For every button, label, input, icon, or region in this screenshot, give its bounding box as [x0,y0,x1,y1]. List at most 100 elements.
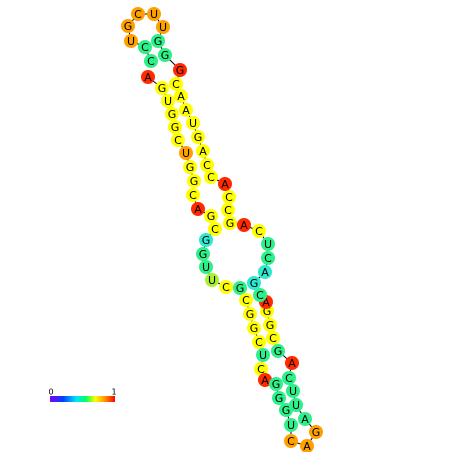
nucleotide [285,356,299,370]
nucleotide [237,218,251,232]
base-label: G [250,277,259,290]
nucleotide [161,94,175,108]
base-label: U [127,35,135,48]
base-label: G [272,378,281,391]
base-label: A [261,266,269,279]
nucleotide [219,280,233,294]
nucleotide [258,265,272,279]
nucleotide [179,103,193,117]
nucleotide [284,418,298,432]
nucleotide [165,107,179,121]
base-label: C [189,189,197,202]
nucleotide [151,34,165,48]
nucleotide [254,362,268,376]
nucleotide [269,377,283,391]
nucleotide [252,224,266,238]
nucleotide [223,216,237,230]
base-label: C [224,204,232,217]
base-label: G [171,121,180,134]
nucleotide [196,247,210,261]
base-label: A [221,178,229,191]
nucleotide [179,146,193,160]
base-label: C [255,225,263,238]
nucleotide [208,222,222,236]
nucleotide [256,348,270,362]
nucleotide [183,160,197,174]
nucleotide [144,54,158,68]
nucleotide [155,81,169,95]
base-label: G [124,20,133,33]
base-label: G [236,282,245,295]
base-label: G [266,319,275,332]
base-label: U [259,349,267,362]
nucleotide [169,77,183,91]
base-label: G [168,108,177,121]
nucleotide [168,120,182,134]
base-label: G [161,49,170,62]
base-label: A [177,90,185,103]
base-label: A [303,440,311,452]
base-label: U [289,385,297,398]
base-label: U [159,21,167,34]
nucleotide [258,373,272,387]
nucleotide [205,273,219,287]
base-label: C [287,435,295,448]
nucleotide [174,89,188,103]
nucleotide [261,251,275,265]
base-label: U [287,419,295,432]
base-label: U [164,95,172,108]
base-label: A [288,357,296,370]
base-label: C [256,289,264,302]
nucleotide [266,331,280,345]
base-label: A [194,203,202,216]
nucleotide [200,158,214,172]
nucleotide [263,318,277,332]
nucleotide [147,7,161,21]
base-label: C [172,78,180,91]
base-label: G [312,426,321,439]
nucleotide [300,439,314,452]
nucleotide [218,177,232,191]
nucleotide [284,434,298,448]
nucleotide [191,130,205,144]
base-label: C [255,336,263,349]
base-label: G [190,175,199,188]
nucleotide [158,48,172,62]
nucleotide [221,203,235,217]
base-label: G [176,64,185,77]
base-label: G [186,161,195,174]
base-label: U [150,8,158,21]
base-label: G [207,210,216,223]
base-label: G [274,345,283,358]
base-label: C [211,223,219,236]
base-label: C [264,252,272,265]
base-label: G [199,248,208,261]
base-label: A [199,145,207,158]
base-label: G [158,82,167,95]
nucleotide [199,260,213,274]
base-label: U [208,274,216,287]
nucleotide [204,209,218,223]
nucleotide [131,7,145,21]
nucleotide [204,170,218,184]
scale-min: 0 [48,388,53,397]
base-label: C [285,372,293,385]
nucleotide [272,391,286,405]
base-label: G [263,305,272,318]
base-label: G [154,35,163,48]
base-label: G [194,131,203,144]
base-label: C [134,8,142,21]
base-label: C [225,191,233,204]
base-label: A [144,71,152,84]
base-label: A [262,296,270,309]
base-label: C [269,332,277,345]
nucleotide [261,237,275,251]
nucleotide [247,321,261,335]
base-label: C [207,171,215,184]
nucleotide [298,412,312,426]
base-label: C [174,134,182,147]
base-label: G [202,234,211,247]
base-label: U [202,261,210,274]
scale-max: 1 [111,388,116,397]
